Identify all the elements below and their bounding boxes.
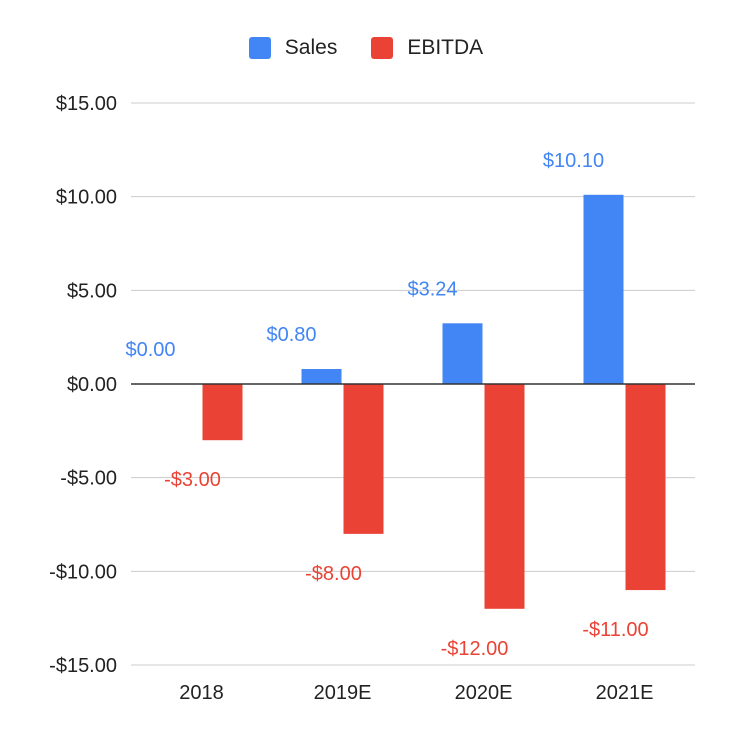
y-tick-label: $15.00 [56,93,117,115]
legend-item-sales: Sales [248,36,338,60]
data-label-sales: $3.24 [407,278,457,300]
x-tick-label: 2019E [314,682,372,704]
data-label-sales: $10.10 [543,150,604,172]
legend: Sales EBITDA [0,36,732,60]
y-tick-label: $10.00 [56,187,117,209]
y-tick-label: -$15.00 [49,655,117,677]
bar-ebitda [625,384,666,591]
y-tick-label: $5.00 [67,280,117,302]
legend-swatch-ebitda [371,37,394,59]
y-tick-label: $0.00 [67,374,117,396]
legend-swatch-sales [248,37,271,59]
x-tick-label: 2021E [596,682,654,704]
legend-label-sales: Sales [284,36,338,59]
bar-sales [583,194,624,384]
data-label-ebitda: -$12.00 [441,638,509,660]
x-tick-label: 2018 [179,682,224,704]
data-label-ebitda: -$8.00 [305,563,362,585]
bar-ebitda [202,384,243,441]
y-tick-label: -$5.00 [60,468,117,490]
bar-ebitda [484,384,525,609]
y-tick-label: -$10.00 [49,561,117,583]
x-tick-label: 2020E [455,682,513,704]
data-label-ebitda: -$3.00 [164,469,221,491]
data-label-ebitda: -$11.00 [582,619,648,641]
legend-label-ebitda: EBITDA [407,36,484,59]
bar-sales [442,323,483,384]
bar-ebitda [343,384,384,534]
legend-item-ebitda: EBITDA [371,36,483,60]
bar-sales [301,369,342,384]
data-label-sales: $0.80 [266,324,316,346]
data-label-sales: $0.00 [125,339,175,361]
